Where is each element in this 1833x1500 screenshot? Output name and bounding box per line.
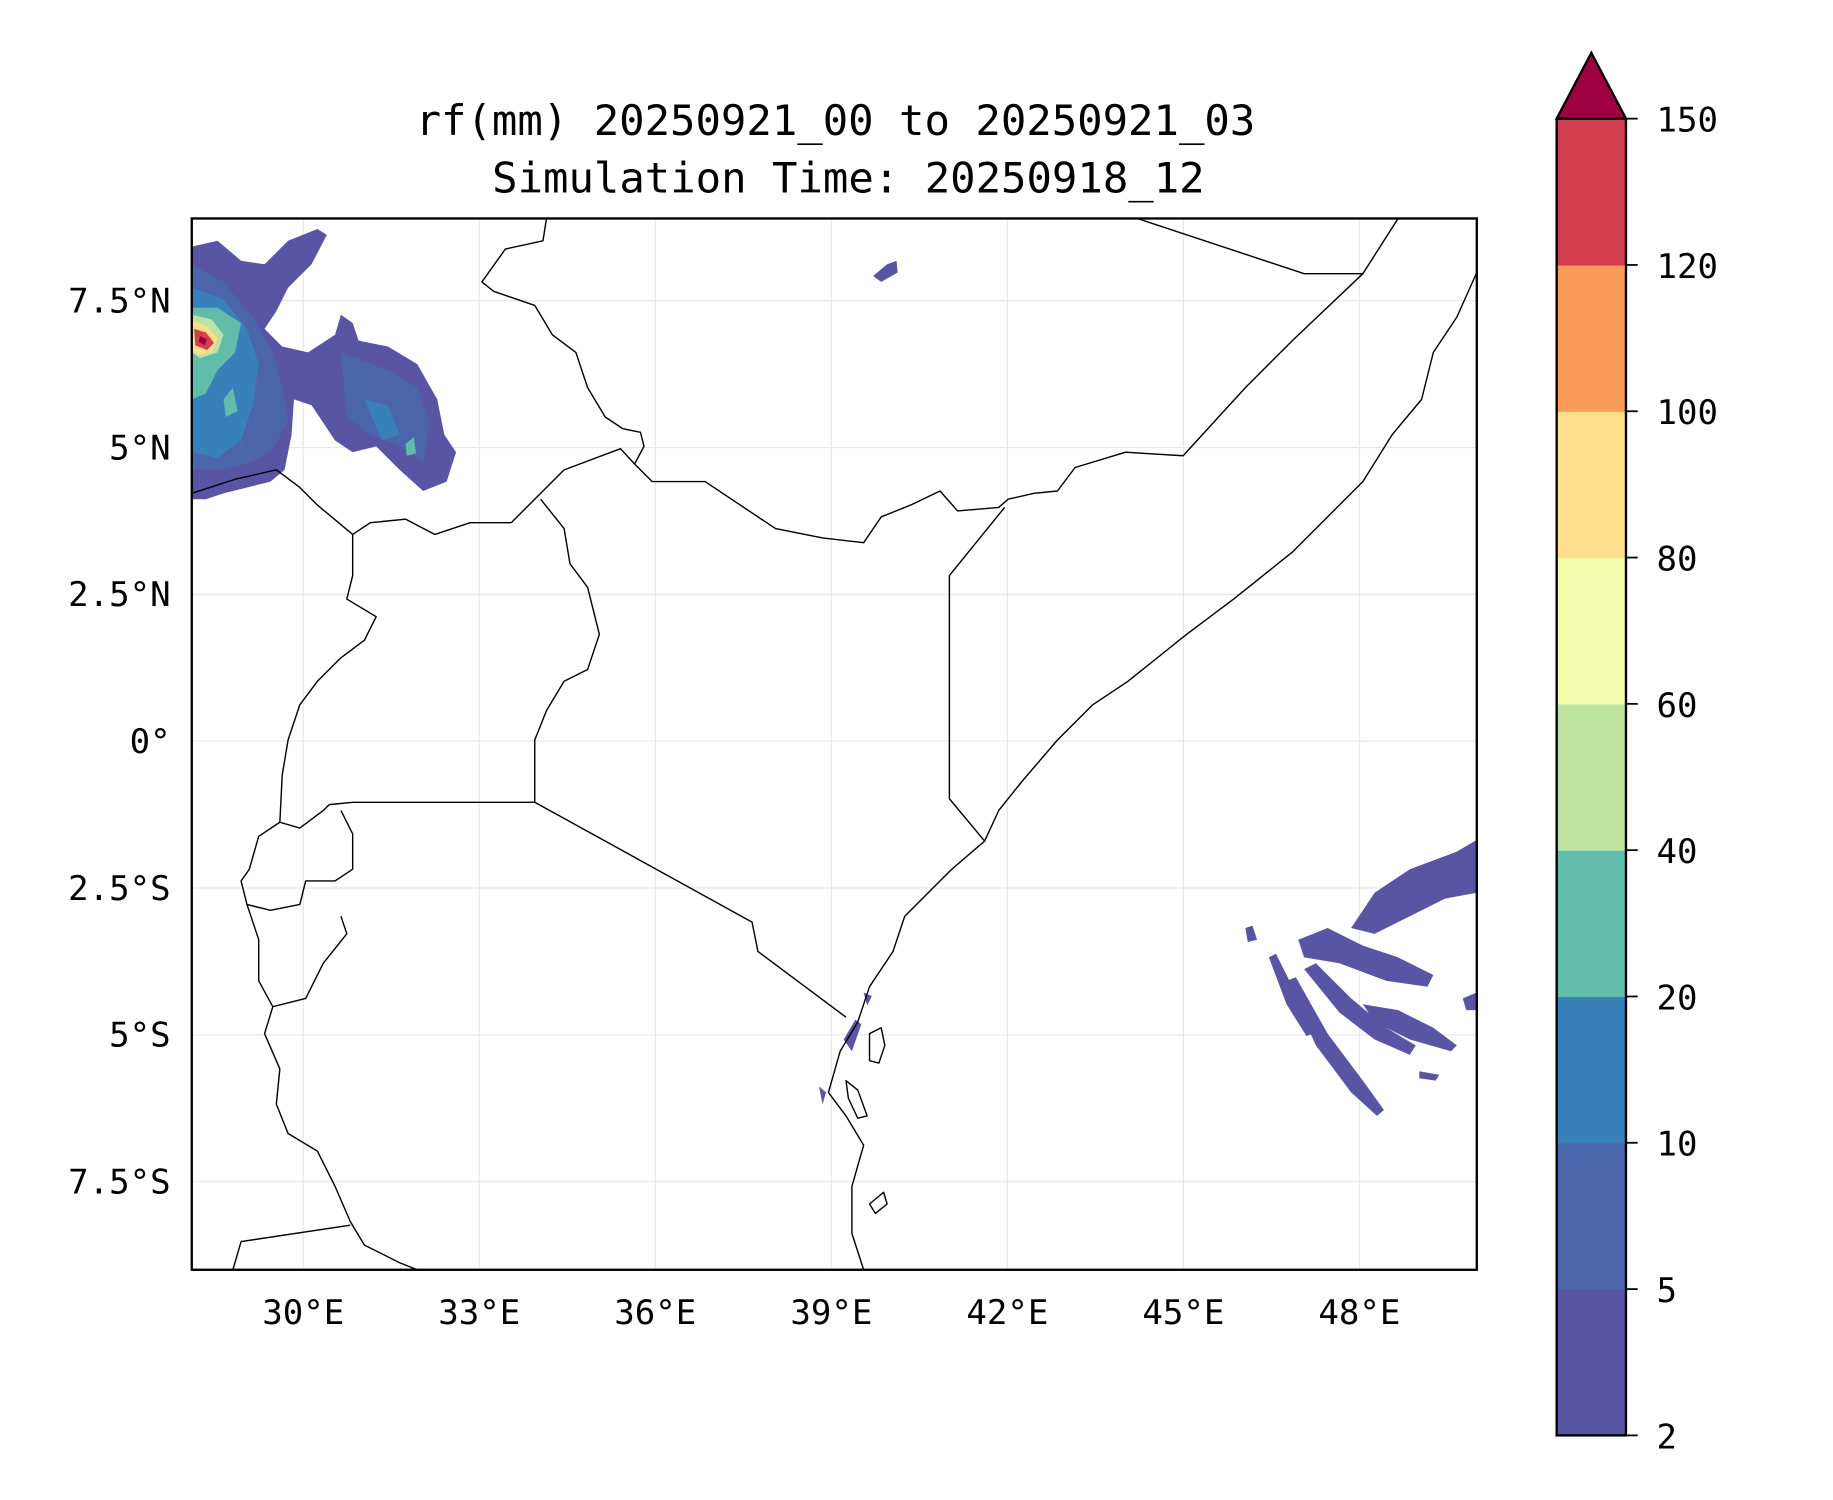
colorbar-tick-label: 20	[1657, 978, 1698, 1018]
map-frame	[190, 217, 1478, 1271]
x-tick-label: 33°E	[438, 1293, 520, 1333]
colorbar-segment	[1556, 996, 1626, 1144]
y-tick-label: 7.5°S	[68, 1162, 170, 1202]
rain-nw-20-40	[191, 307, 417, 456]
rain-tanzania-coast	[819, 992, 872, 1105]
y-tick-label: 5°S	[109, 1016, 170, 1056]
y-tick-label: 7.5°N	[68, 281, 170, 321]
colorbar-tick-label: 150	[1657, 101, 1719, 141]
colorbar-segment	[1556, 264, 1626, 412]
y-axis-ticks: 7.5°N 5°N 2.5°N 0° 2.5°S 5°S 7.5°S	[68, 281, 170, 1202]
colorbar-tick-label: 80	[1657, 539, 1698, 579]
colorbar-tick-label: 10	[1657, 1125, 1698, 1165]
rain-nw-10-20	[191, 287, 400, 459]
colorbar-tick-label: 40	[1657, 832, 1698, 872]
colorbar-tick-label: 60	[1657, 686, 1698, 726]
y-tick-label: 5°N	[109, 428, 170, 468]
gridlines	[191, 218, 1477, 1270]
rain-ocean-streaks	[1245, 839, 1477, 1116]
rainfall-contours	[191, 229, 1477, 1116]
colorbar-frame	[1555, 117, 1628, 1437]
colorbar-segment	[1556, 557, 1626, 705]
chart-subtitle: Simulation Time: 20250918_12	[492, 154, 1205, 203]
x-tick-label: 39°E	[790, 1293, 872, 1333]
colorbar-segment	[1556, 411, 1626, 559]
country-borders	[191, 218, 1477, 1270]
rain-ethiopia-cell	[873, 260, 898, 282]
chart-title: rf(mm) 20250921_00 to 20250921_03	[416, 96, 1256, 145]
coastline	[827, 272, 1477, 1270]
colorbar-segment	[1556, 703, 1626, 851]
x-axis-ticks: 30°E 33°E 36°E 39°E 42°E 45°E 48°E	[262, 1293, 1400, 1333]
y-tick-label: 2.5°S	[68, 869, 170, 909]
colorbar-segment	[1556, 1289, 1626, 1436]
colorbar-tick-label: 120	[1657, 247, 1719, 287]
x-tick-label: 42°E	[966, 1293, 1048, 1333]
rain-nw-5-10	[191, 264, 430, 470]
colorbar-segment	[1556, 118, 1626, 266]
x-tick-label: 45°E	[1142, 1293, 1224, 1333]
kilwa-island	[868, 1191, 888, 1215]
rain-nw-max	[198, 335, 208, 346]
colorbar-segment	[1556, 1142, 1626, 1290]
colorbar-tick-label: 100	[1657, 393, 1719, 433]
y-tick-label: 0°	[130, 722, 171, 762]
zanzibar-island	[868, 1027, 886, 1064]
colorbar-tick-label: 2	[1657, 1417, 1678, 1457]
y-tick-label: 2.5°N	[68, 575, 170, 615]
colorbar-segment	[1556, 850, 1626, 998]
x-tick-label: 36°E	[614, 1293, 696, 1333]
colorbar: 2 5 10 20 40 60 80 100 120 150	[1554, 50, 1719, 1457]
map-area	[191, 218, 1477, 1270]
colorbar-tick-label: 5	[1657, 1271, 1678, 1311]
x-tick-label: 48°E	[1318, 1293, 1400, 1333]
x-tick-label: 30°E	[262, 1293, 344, 1333]
colorbar-extend-arrow	[1554, 50, 1628, 120]
mafia-island	[845, 1079, 868, 1119]
